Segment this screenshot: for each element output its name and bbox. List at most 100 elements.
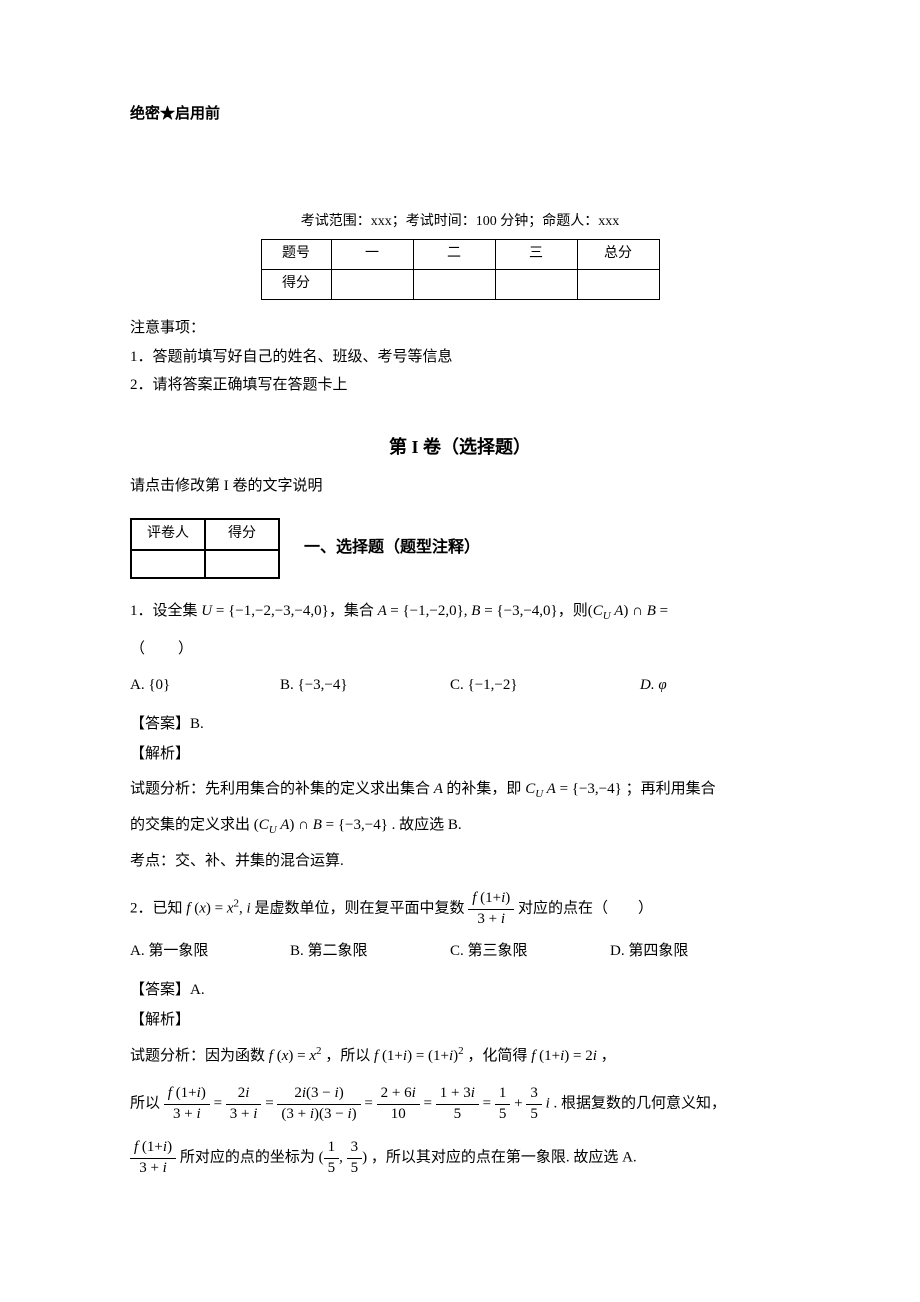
q1-explain-label: 【解析】 xyxy=(130,740,790,769)
answer-value: A. xyxy=(190,982,205,998)
text: ，集合 xyxy=(329,603,374,619)
cell-empty xyxy=(131,550,205,578)
grader-table: 评卷人 得分 xyxy=(130,518,280,579)
question-1: 1．设全集 U = {−1,−2,−3,−4,0}，集合 A = {−1,−2,… xyxy=(130,597,790,875)
fraction: 1 + 3i5 xyxy=(436,1084,479,1124)
math: x xyxy=(199,900,206,916)
math: 2 xyxy=(316,1045,322,1057)
q2-option-b: B. 第二象限 xyxy=(290,937,450,966)
answer-value: B. xyxy=(190,716,204,732)
section-1-instruction: 请点击修改第 I 卷的文字说明 xyxy=(130,472,790,501)
math: ) = xyxy=(206,900,227,916)
q1-number: 1． xyxy=(130,603,153,619)
table-row: 得分 xyxy=(261,270,659,300)
math-set-b: B xyxy=(471,603,484,619)
equals: = xyxy=(424,1095,436,1111)
notice-title: 注意事项： xyxy=(130,314,790,343)
math: (1+ xyxy=(382,1048,403,1064)
text: 设全集 xyxy=(153,603,198,619)
fraction: 15 xyxy=(324,1138,340,1178)
question-2: 2．已知 f (x) = x2, i 是虚数单位，则在复平面中复数 f (1+i… xyxy=(130,889,790,1178)
fraction: f (1+i)3 + i xyxy=(164,1084,210,1124)
q2-number: 2． xyxy=(130,900,153,916)
q2-conclusion: f (1+i)3 + i 所对应的点的坐标为 (15, 35) ，所以其对应的点… xyxy=(130,1138,790,1178)
q2-option-c: C. 第三象限 xyxy=(450,937,610,966)
table-row: 题号 一 二 三 总分 xyxy=(261,240,659,270)
q2-option-a: A. 第一象限 xyxy=(130,937,290,966)
coord-sep: , xyxy=(339,1149,347,1165)
fraction: f (1+i) 3 + i xyxy=(468,889,514,929)
fraction: 35 xyxy=(347,1138,363,1178)
fraction: 2 + 6i10 xyxy=(377,1084,420,1124)
math: ) = (1+ xyxy=(407,1048,449,1064)
text: 已知 xyxy=(153,900,183,916)
cell-empty xyxy=(331,270,413,300)
q1-explain-1: 试题分析：先利用集合的补集的定义求出集合 A 的补集，即 CU A = {−3,… xyxy=(130,775,790,805)
cell-header: 一 xyxy=(331,240,413,270)
table-row xyxy=(131,550,279,578)
q1-blank: （ ） xyxy=(130,635,790,664)
math: ) = 2 xyxy=(564,1048,592,1064)
kaodian-text: 交、补、并集的混合运算. xyxy=(175,853,344,869)
grader-header: 评卷人 xyxy=(131,519,205,550)
text: . 故应选 B. xyxy=(392,817,462,833)
section-1-title: 第 I 卷（选择题） xyxy=(130,430,790,464)
math: x xyxy=(309,1048,316,1064)
cell-empty xyxy=(413,270,495,300)
math: , xyxy=(239,900,247,916)
equals: = xyxy=(483,1095,495,1111)
math: 2 xyxy=(458,1045,464,1057)
text: 试题分析：因为函数 xyxy=(130,1048,265,1064)
equals: = xyxy=(265,1095,277,1111)
text: 的交集的定义求出 xyxy=(130,817,250,833)
cell-header: 二 xyxy=(413,240,495,270)
math: (1+ xyxy=(539,1048,560,1064)
math-set-a: A xyxy=(374,603,390,619)
text: 试题分析：先利用集合的补集的定义求出集合 xyxy=(130,781,430,797)
grader-header: 得分 xyxy=(205,519,279,550)
q1-option-c: C. {−1,−2} xyxy=(450,671,640,700)
math: x xyxy=(227,900,234,916)
cell-header: 总分 xyxy=(577,240,659,270)
coord-close: ) xyxy=(362,1149,367,1165)
answer-label: 【答案】 xyxy=(130,982,190,998)
exam-page: 绝密★启用前 考试范围：xxx；考试时间：100 分钟；命题人：xxx 题号 一… xyxy=(0,0,920,1252)
math: ) = xyxy=(288,1048,309,1064)
text: ，所以其对应的点在第一象限. 故应选 A. xyxy=(371,1149,637,1165)
answer-label: 【答案】 xyxy=(130,716,190,732)
q1-option-a: A. {0} xyxy=(130,671,280,700)
q2-options: A. 第一象限 B. 第二象限 C. 第三象限 D. 第四象限 xyxy=(130,937,790,966)
q2-explain-label: 【解析】 xyxy=(130,1006,790,1035)
equals: = xyxy=(364,1095,376,1111)
text: 所以 xyxy=(130,1095,160,1111)
math: f xyxy=(186,900,194,916)
cell-empty xyxy=(205,550,279,578)
cell-empty xyxy=(577,270,659,300)
fraction: 2i3 + i xyxy=(226,1084,262,1124)
math: f xyxy=(374,1048,382,1064)
q1-option-d: D. φ xyxy=(640,671,667,700)
math: = {−3,−4,0} xyxy=(484,603,558,619)
math: i xyxy=(542,1095,550,1111)
math: CU A = {−3,−4} xyxy=(521,781,625,797)
q2-answer: 【答案】A. xyxy=(130,976,790,1005)
table-row: 评卷人 得分 xyxy=(131,519,279,550)
math: A xyxy=(430,781,446,797)
grader-row: 评卷人 得分 一、选择题（题型注释） xyxy=(130,518,790,579)
math: = {−1,−2,0}, xyxy=(390,603,471,619)
text: 所对应的点的坐标为 xyxy=(180,1149,315,1165)
cell-header: 题号 xyxy=(261,240,331,270)
math: (CU A) ∩ B = {−3,−4} xyxy=(250,817,392,833)
text: 的补集，即 xyxy=(446,781,521,797)
q2-stem: 2．已知 f (x) = x2, i 是虚数单位，则在复平面中复数 f (1+i… xyxy=(130,889,790,929)
cell-empty xyxy=(495,270,577,300)
text: 对应的点在（ ） xyxy=(518,900,653,916)
cell-label: 得分 xyxy=(261,270,331,300)
q1-options: A. {0} B. {−3,−4} C. {−1,−2} D. φ xyxy=(130,671,790,700)
math-set-u: U xyxy=(198,603,216,619)
math: f xyxy=(531,1048,539,1064)
confidential-header: 绝密★启用前 xyxy=(130,100,790,129)
math: i xyxy=(593,1048,597,1064)
notice-item: 2．请将答案正确填写在答题卡上 xyxy=(130,371,790,400)
q1-answer: 【答案】B. xyxy=(130,710,790,739)
